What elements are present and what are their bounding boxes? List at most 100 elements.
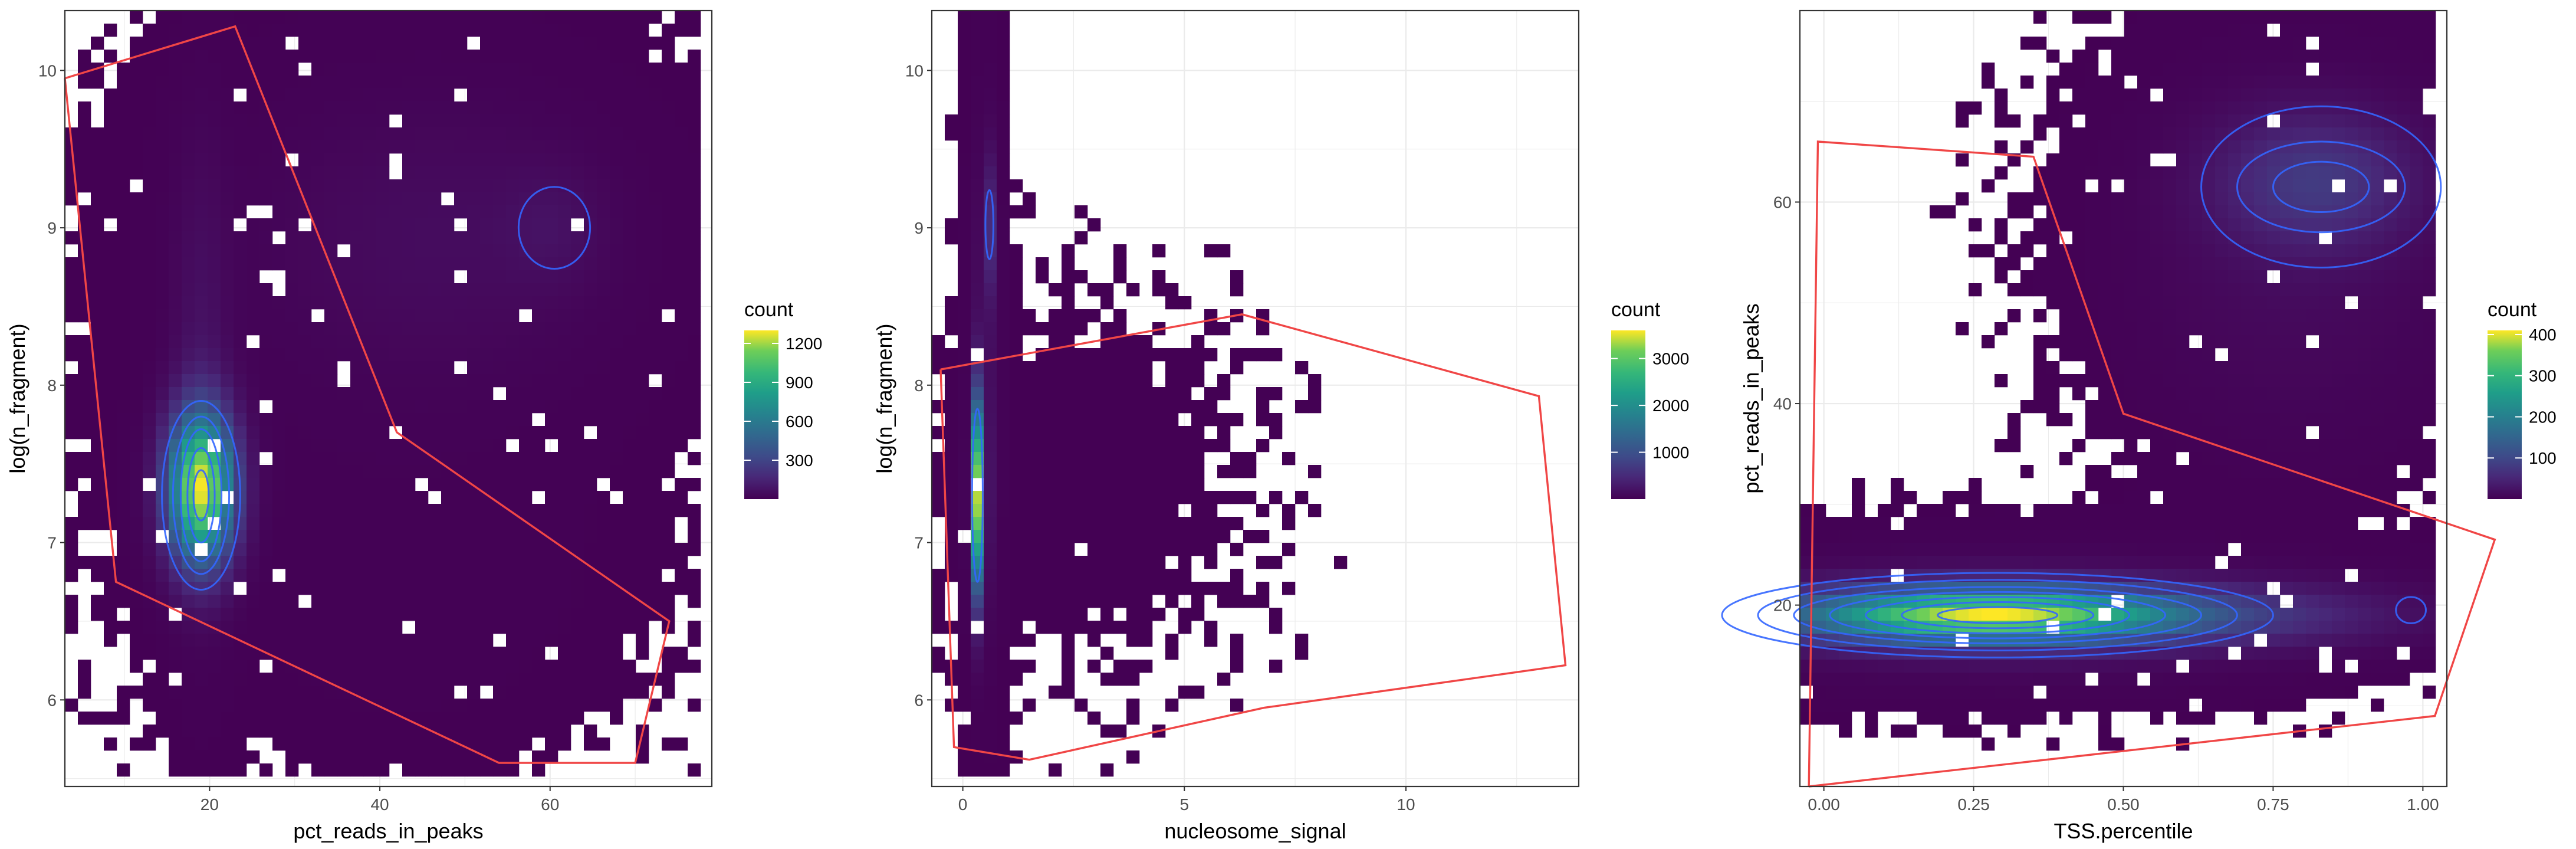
heatmap-bin — [428, 712, 442, 725]
heatmap-bin — [1904, 491, 1917, 504]
heatmap-bin — [402, 309, 416, 323]
heatmap-bin — [467, 218, 481, 232]
heatmap-bin — [1995, 114, 2008, 128]
heatmap-bin — [1982, 660, 1995, 673]
heatmap-bin — [454, 244, 468, 258]
heatmap-bin — [130, 101, 143, 115]
heatmap-bin — [493, 400, 507, 414]
heatmap-bin — [610, 205, 623, 219]
heatmap-bin — [376, 608, 390, 621]
heatmap-bin — [221, 283, 234, 297]
heatmap-bin — [428, 179, 442, 193]
heatmap-bin — [467, 737, 481, 751]
gate-polygon[interactable] — [64, 25, 671, 764]
heatmap-bin — [285, 491, 299, 504]
heatmap-bin — [1269, 556, 1283, 569]
heatmap-bin — [78, 452, 91, 466]
heatmap-bin — [1087, 413, 1101, 427]
heatmap-bin — [350, 763, 364, 777]
heatmap-bin — [195, 387, 208, 401]
heatmap-bin — [415, 244, 429, 258]
heatmap-bin — [2098, 725, 2112, 738]
heatmap-bin — [519, 400, 533, 414]
heatmap-bin — [675, 244, 688, 258]
heatmap-bin — [91, 231, 104, 245]
heatmap-bin — [454, 192, 468, 206]
heatmap-bin — [636, 686, 649, 699]
heatmap-bin — [971, 712, 984, 725]
heatmap-bin — [298, 478, 312, 491]
heatmap-bin — [454, 543, 468, 556]
heatmap-bin — [91, 127, 104, 141]
heatmap-bin — [156, 400, 169, 414]
heatmap-bin — [584, 737, 597, 751]
heatmap-bin — [1878, 660, 1891, 673]
heatmap-bin — [506, 634, 520, 647]
heatmap-bin — [1087, 517, 1101, 530]
heatmap-bin — [1049, 582, 1062, 595]
heatmap-bin — [182, 192, 195, 206]
heatmap-bin — [1904, 725, 1917, 738]
heatmap-bin — [2072, 101, 2086, 115]
heatmap-bin — [441, 387, 455, 401]
heatmap-bin — [104, 166, 117, 180]
heatmap-bin — [997, 491, 1010, 504]
heatmap-bin — [2085, 244, 2099, 258]
heatmap-bin — [545, 712, 558, 725]
heatmap-bin — [363, 153, 377, 167]
heatmap-bin — [1826, 530, 1839, 543]
heatmap-bin — [558, 348, 571, 362]
y-tick-label: 6 — [914, 691, 924, 709]
heatmap-bin — [1152, 387, 1166, 401]
heatmap-bin — [1113, 556, 1127, 569]
heatmap-bin — [2111, 270, 2125, 284]
heatmap-bin — [2228, 322, 2242, 336]
heatmap-bin — [610, 50, 623, 63]
heatmap-bin — [117, 387, 130, 401]
heatmap-bin — [2085, 88, 2099, 102]
heatmap-bin — [2072, 556, 2086, 569]
heatmap-bin — [1282, 517, 1296, 530]
heatmap-bin — [272, 244, 286, 258]
heatmap-bin — [389, 634, 403, 647]
heatmap-bin — [2306, 673, 2319, 686]
heatmap-bin — [2293, 387, 2306, 401]
heatmap-bin — [623, 24, 636, 37]
heatmap-bin — [1800, 517, 1813, 530]
heatmap-bin — [78, 712, 91, 725]
heatmap-bin — [2189, 374, 2203, 388]
heatmap-bin — [997, 127, 1010, 141]
heatmap-bin — [2007, 608, 2021, 621]
heatmap-bin — [234, 465, 247, 478]
heatmap-bin — [2215, 166, 2229, 180]
heatmap-bin — [571, 517, 584, 530]
heatmap-bin — [493, 763, 507, 777]
heatmap-bin — [2267, 543, 2281, 556]
heatmap-bin — [169, 595, 182, 608]
heatmap-bin — [688, 478, 701, 491]
gate-polygon[interactable] — [939, 313, 1567, 761]
heatmap-bin — [1113, 439, 1127, 453]
heatmap-bin — [519, 530, 533, 543]
heatmap-bin — [2072, 296, 2086, 310]
heatmap-bin — [259, 413, 273, 427]
heatmap-bin — [2202, 309, 2216, 323]
heatmap-bin — [1036, 361, 1049, 375]
heatmap-bin — [2306, 465, 2319, 478]
heatmap-bin — [441, 88, 455, 102]
heatmap-bin — [143, 63, 156, 76]
heatmap-bin — [350, 179, 364, 193]
heatmap-bin — [545, 608, 558, 621]
heatmap-bin — [971, 127, 984, 141]
heatmap-bin — [1100, 763, 1114, 777]
heatmap-bin — [2293, 686, 2306, 699]
heatmap-bin — [1917, 595, 1930, 608]
heatmap-bin — [2111, 50, 2125, 63]
heatmap-bin — [2163, 76, 2177, 89]
heatmap-bin — [208, 712, 221, 725]
heatmap-bin — [298, 452, 312, 466]
heatmap-bin — [1010, 387, 1023, 401]
heatmap-bin — [649, 309, 662, 323]
heatmap-bin — [234, 647, 247, 660]
colorbar — [744, 330, 778, 499]
